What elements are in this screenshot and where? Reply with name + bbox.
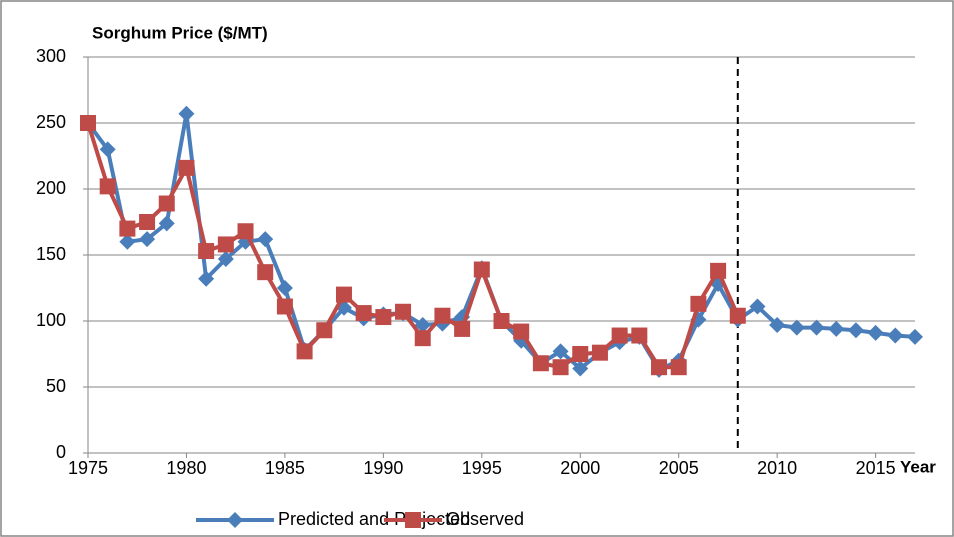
- marker: [847, 322, 864, 339]
- y-tick-label: 250: [36, 112, 66, 132]
- chart-title: Sorghum Price ($/MT): [92, 23, 268, 42]
- marker: [572, 346, 589, 362]
- marker: [828, 320, 845, 337]
- x-tick-label: 1995: [462, 458, 502, 478]
- x-tick-label: 1990: [363, 458, 403, 478]
- marker: [237, 223, 254, 240]
- y-tick-label: 150: [36, 244, 66, 264]
- x-tick-label: 2010: [757, 458, 797, 478]
- marker: [513, 323, 530, 340]
- marker: [808, 319, 825, 336]
- marker: [139, 214, 156, 230]
- marker: [532, 355, 549, 372]
- marker: [316, 322, 333, 339]
- marker: [405, 512, 421, 528]
- marker: [907, 328, 923, 345]
- marker: [139, 231, 156, 248]
- marker: [414, 316, 431, 333]
- marker: [769, 316, 786, 333]
- marker: [158, 215, 175, 232]
- marker: [651, 359, 668, 376]
- marker: [119, 233, 136, 250]
- series-line: [86, 122, 740, 370]
- marker: [395, 303, 412, 320]
- marker: [611, 327, 628, 344]
- x-tick-label: 2005: [659, 458, 699, 478]
- x-tick-label: 1980: [166, 458, 206, 478]
- marker: [631, 327, 648, 344]
- y-tick-label: 200: [36, 178, 66, 198]
- marker: [276, 280, 293, 296]
- marker: [434, 307, 451, 324]
- x-tick-label: 2000: [560, 458, 600, 478]
- marker: [99, 178, 116, 195]
- marker: [690, 295, 707, 312]
- marker: [670, 359, 687, 376]
- marker: [473, 261, 490, 278]
- marker: [99, 141, 116, 158]
- y-tick-label: 300: [36, 46, 66, 66]
- marker: [198, 243, 215, 260]
- y-tick-label: 0: [56, 442, 66, 462]
- marker: [227, 512, 243, 528]
- marker: [178, 159, 195, 176]
- marker: [296, 343, 313, 360]
- legend-label: Observed: [446, 509, 524, 529]
- marker: [257, 264, 274, 281]
- marker: [119, 220, 136, 237]
- marker: [788, 319, 805, 336]
- marker: [591, 344, 608, 361]
- marker: [552, 343, 569, 360]
- legend-label: Predicted and Projected: [278, 509, 470, 529]
- x-tick-label: 2015: [856, 458, 896, 478]
- marker: [355, 305, 372, 322]
- marker: [257, 231, 274, 248]
- marker: [749, 298, 766, 315]
- x-tick-label: 1985: [265, 458, 305, 478]
- marker: [158, 195, 175, 212]
- marker: [493, 313, 510, 329]
- marker: [375, 309, 392, 326]
- marker: [335, 286, 352, 303]
- marker: [552, 359, 569, 376]
- marker: [867, 324, 884, 341]
- x-tick-label: 1975: [68, 458, 108, 478]
- marker: [276, 298, 293, 315]
- y-tick-label: 50: [46, 376, 66, 396]
- marker: [198, 270, 215, 287]
- marker: [454, 320, 471, 337]
- marker: [414, 330, 431, 347]
- x-axis-title: Year: [900, 457, 936, 476]
- marker: [217, 250, 234, 267]
- marker: [729, 307, 746, 324]
- marker: [80, 115, 96, 131]
- marker: [887, 327, 904, 344]
- marker: [178, 105, 195, 122]
- marker: [710, 262, 727, 279]
- y-tick-label: 100: [36, 310, 66, 330]
- marker: [217, 236, 234, 253]
- marker: [572, 360, 589, 377]
